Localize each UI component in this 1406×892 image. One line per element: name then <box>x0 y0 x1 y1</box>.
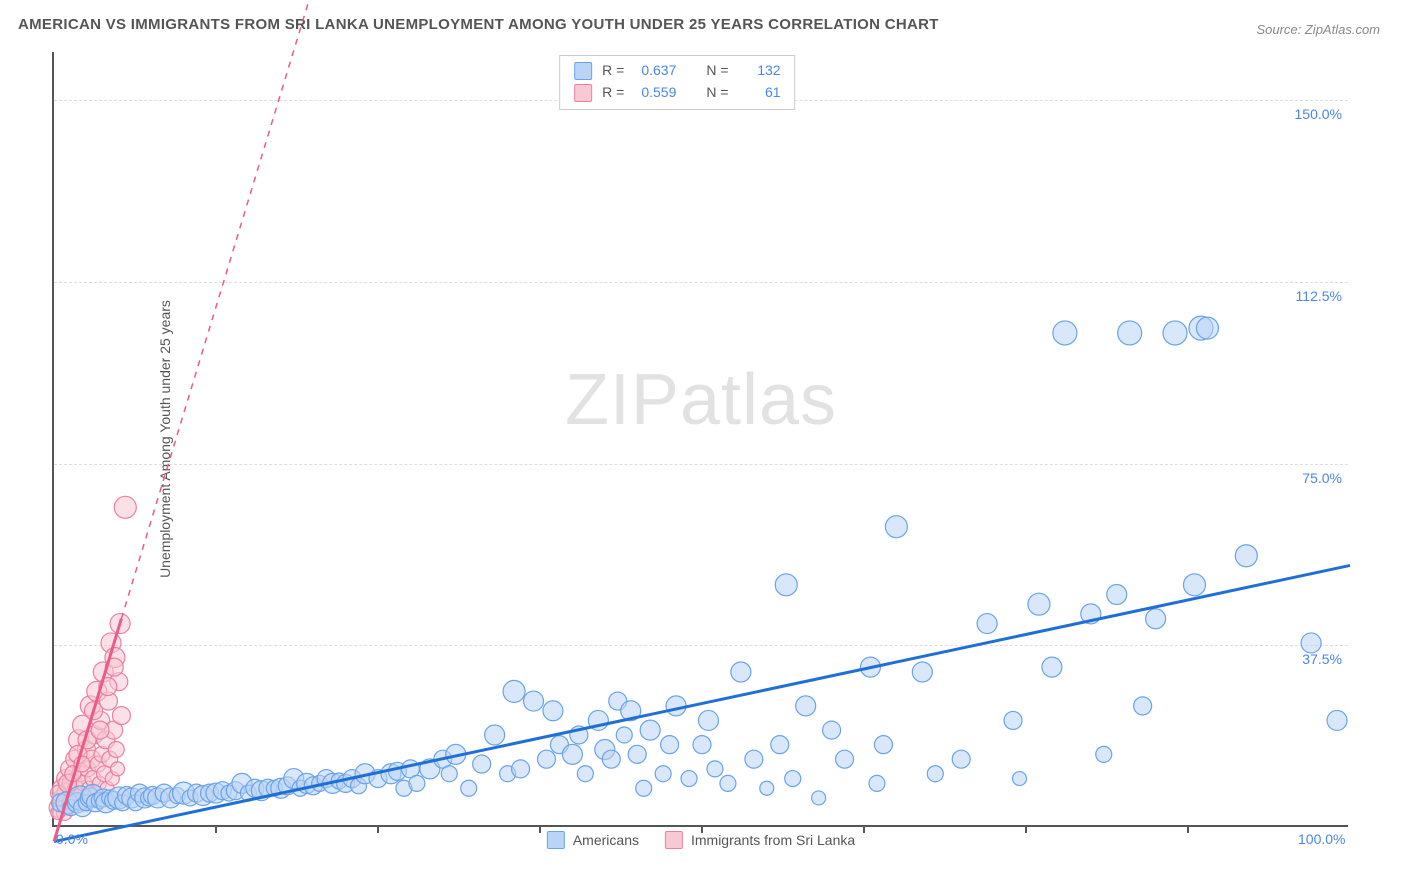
r-label: R = <box>602 82 624 104</box>
series1-label: Americans <box>573 832 639 848</box>
swatch-series1 <box>574 62 592 80</box>
x-tick-mark <box>377 825 379 833</box>
n-label: N = <box>706 60 728 82</box>
scatter-svg <box>54 52 1348 825</box>
legend-item-series2: Immigrants from Sri Lanka <box>665 831 855 849</box>
x-tick-mark <box>863 825 865 833</box>
r-label: R = <box>602 60 624 82</box>
series2-label: Immigrants from Sri Lanka <box>691 832 855 848</box>
legend-correlation-stats: R = 0.637 N = 132 R = 0.559 N = 61 <box>559 55 795 110</box>
n-value-series2: 61 <box>739 82 781 104</box>
r-value-series1: 0.637 <box>634 60 676 82</box>
x-tick-mark <box>539 825 541 833</box>
swatch-series2 <box>665 831 683 849</box>
chart-title: AMERICAN VS IMMIGRANTS FROM SRI LANKA UN… <box>18 16 939 33</box>
x-tick-label: 100.0% <box>1298 831 1345 847</box>
legend-series-names: Americans Immigrants from Sri Lanka <box>547 831 855 849</box>
legend-row-series1: R = 0.637 N = 132 <box>574 60 780 82</box>
x-tick-mark <box>1025 825 1027 833</box>
swatch-series1 <box>547 831 565 849</box>
r-value-series2: 0.559 <box>634 82 676 104</box>
source-attribution: Source: ZipAtlas.com <box>1256 22 1380 37</box>
x-tick-mark <box>215 825 217 833</box>
swatch-series2 <box>574 84 592 102</box>
n-value-series1: 132 <box>739 60 781 82</box>
plot-area: Unemployment Among Youth under 25 years … <box>52 52 1348 827</box>
n-label: N = <box>706 82 728 104</box>
legend-row-series2: R = 0.559 N = 61 <box>574 82 780 104</box>
x-tick-mark <box>1187 825 1189 833</box>
x-tick-label: 0.0% <box>56 831 88 847</box>
legend-item-series1: Americans <box>547 831 639 849</box>
x-tick-mark <box>701 825 703 833</box>
